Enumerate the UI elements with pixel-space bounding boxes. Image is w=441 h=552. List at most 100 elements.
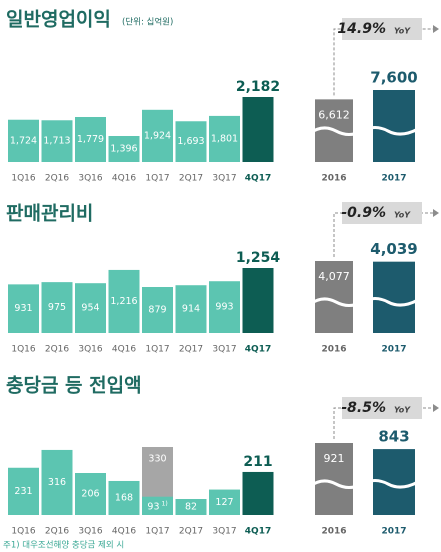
annotation: -0.9%	[341, 205, 386, 221]
x-tick-label: 2016	[321, 345, 346, 355]
arrow-head	[433, 209, 439, 217]
x-tick-label: 2017	[381, 345, 406, 355]
x-tick-label: 3Q16	[78, 527, 103, 537]
value-label: 316	[48, 477, 66, 488]
bar	[142, 109, 173, 162]
bar	[8, 284, 39, 333]
value-label: 1,724	[10, 135, 37, 146]
bar	[209, 489, 240, 515]
arrow-head	[433, 404, 439, 412]
annotation-box	[342, 397, 422, 419]
value-label: 82	[185, 502, 197, 513]
x-tick-label: 1Q16	[11, 527, 36, 537]
value-label: 330	[148, 454, 166, 465]
bar	[75, 283, 106, 333]
value-label: 993	[215, 302, 233, 313]
value-label: 7,600	[370, 69, 417, 87]
x-tick-label: 3Q17	[212, 527, 236, 537]
x-tick-label: 2Q17	[179, 345, 203, 355]
bar	[209, 115, 240, 162]
x-tick-label: 1Q17	[145, 174, 169, 184]
x-tick-label: 2Q17	[179, 527, 203, 537]
x-tick-label: 4Q16	[112, 345, 137, 355]
value-label: 93	[147, 501, 159, 512]
panel-title: 판매관리비	[6, 203, 93, 225]
bar	[41, 282, 73, 333]
bar	[142, 287, 173, 333]
x-tick-label: 2Q16	[45, 345, 70, 355]
x-tick-label: 4Q16	[112, 174, 137, 184]
x-tick-label: 1Q17	[145, 527, 169, 537]
x-tick-label: 3Q16	[78, 345, 103, 355]
bar	[242, 471, 274, 515]
x-tick-label: 2Q17	[179, 174, 203, 184]
value-label: 879	[148, 305, 166, 316]
value-label: 127	[215, 497, 233, 508]
arrow-head	[433, 25, 439, 33]
value-label: 211	[243, 454, 272, 470]
value-label: 1,254	[236, 250, 281, 266]
bar	[108, 480, 140, 515]
value-label: 1,713	[43, 136, 70, 147]
annotation-box	[342, 18, 422, 40]
axis-break	[309, 297, 419, 307]
x-tick-label: 4Q17	[245, 527, 271, 537]
value-label: 1,779	[77, 134, 104, 145]
x-tick-label: 2016	[321, 527, 346, 537]
annotation-unit: YoY	[394, 406, 411, 415]
annotation: 14.9%	[337, 21, 386, 37]
value-label: 6,612	[318, 108, 350, 121]
bar	[373, 261, 415, 333]
axis-break	[309, 126, 419, 136]
panel-title: 충당금 등 전입액	[6, 375, 142, 397]
bar	[315, 261, 353, 333]
value-label: 2,182	[236, 79, 280, 95]
bar	[41, 120, 73, 162]
x-tick-label: 2016	[321, 174, 346, 184]
x-tick-label: 1Q16	[11, 345, 36, 355]
x-tick-label: 1Q17	[145, 345, 169, 355]
bar	[41, 449, 73, 515]
x-tick-label: 3Q16	[78, 174, 103, 184]
annotation-unit: YoY	[394, 211, 411, 220]
x-tick-label: 4Q17	[245, 345, 271, 355]
footnote: 주1) 대우조선해양 충당금 제외 시	[3, 540, 124, 551]
value-label: 921	[324, 452, 345, 465]
bar	[373, 90, 415, 162]
value-label: 1,396	[110, 144, 137, 155]
bar	[315, 443, 353, 515]
x-tick-label: 2017	[381, 174, 406, 184]
panel-title: 일반영업이익	[6, 9, 111, 31]
bar	[175, 499, 207, 515]
value-label: 931	[14, 303, 32, 314]
panel-subtitle: (단위: 십억원)	[122, 17, 173, 28]
value-label: 1,216	[110, 296, 137, 307]
value-label: 4,039	[370, 240, 417, 258]
value-label: 843	[378, 428, 409, 446]
bar	[175, 285, 207, 333]
x-tick-label: 2Q16	[45, 527, 70, 537]
value-label: 231	[14, 486, 32, 497]
value-label: 1,801	[211, 133, 238, 144]
bar	[108, 269, 140, 333]
bar	[209, 281, 240, 333]
bar	[242, 268, 274, 333]
x-tick-label: 3Q17	[212, 174, 236, 184]
value-label: 954	[81, 303, 99, 314]
value-label: 206	[81, 489, 99, 500]
value-label: 1,693	[177, 136, 204, 147]
x-tick-label: 4Q16	[112, 527, 137, 537]
bar	[8, 119, 39, 162]
footnote-ref: 1)	[162, 500, 168, 507]
bar	[242, 97, 274, 162]
value-label: 1,924	[144, 130, 171, 141]
value-label: 168	[115, 492, 133, 503]
bar	[75, 116, 106, 162]
value-label: 975	[48, 302, 66, 313]
bar	[108, 136, 140, 162]
x-tick-label: 2017	[381, 527, 406, 537]
bar	[175, 121, 207, 162]
x-tick-label: 1Q16	[11, 174, 36, 184]
axis-break	[309, 479, 419, 489]
